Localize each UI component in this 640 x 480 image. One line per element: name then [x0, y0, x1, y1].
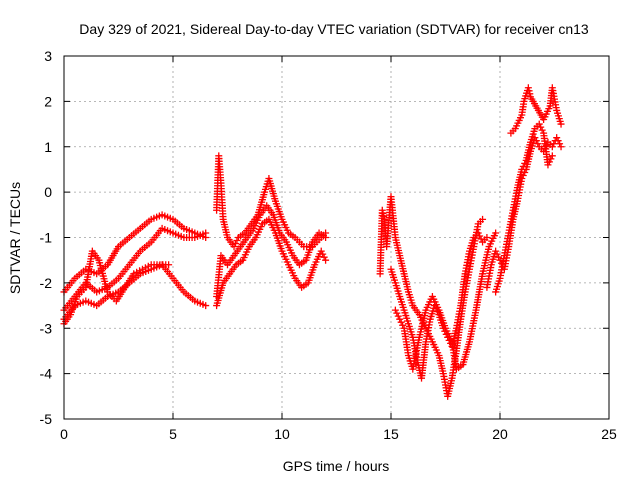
data-point-s10 [543, 141, 551, 149]
data-point-s9 [397, 318, 405, 326]
y-tick-label: 2 [44, 93, 52, 109]
data-point-s7 [378, 206, 386, 214]
axis-ticks: 0 5 10 15 20 25 -5 -4 -3 -2 -1 0 1 2 3 [40, 48, 617, 442]
data-point-s6 [319, 250, 327, 258]
data-point-s8 [483, 234, 491, 241]
data-marks [60, 84, 565, 400]
data-point-s12 [557, 120, 565, 128]
data-point-s9 [396, 315, 404, 323]
data-point-s8 [477, 235, 485, 243]
y-tick-label: 1 [44, 139, 52, 155]
data-point-s10 [556, 140, 564, 148]
data-point-s7 [479, 215, 487, 223]
data-point-s10 [492, 247, 500, 255]
x-tick-label: 10 [274, 426, 290, 442]
x-tick-label: 0 [60, 426, 68, 442]
data-point-s9 [393, 309, 401, 317]
grid-lines [64, 56, 609, 419]
data-point-s1 [202, 229, 210, 237]
data-point-s6 [320, 253, 328, 261]
y-axis-label: SDTVAR / TECUs [7, 182, 23, 294]
y-tick-label: -3 [40, 320, 53, 336]
data-point-s8 [476, 232, 484, 240]
data-point-s11 [545, 158, 553, 166]
x-axis-label: GPS time / hours [283, 458, 390, 474]
data-point-s3 [165, 261, 173, 269]
data-point-s11 [547, 155, 555, 163]
y-tick-label: -4 [40, 366, 53, 382]
x-tick-label: 20 [492, 426, 508, 442]
data-point-s11 [544, 161, 552, 169]
data-point-s4 [230, 243, 238, 251]
y-tick-label: 3 [44, 48, 52, 64]
data-point-s5 [322, 234, 330, 241]
data-point-s10 [553, 134, 561, 142]
data-point-s10 [493, 250, 501, 258]
y-tick-label: 0 [44, 184, 52, 200]
data-point-s10 [554, 137, 562, 145]
data-point-s11 [521, 159, 529, 167]
y-tick-label: -2 [40, 275, 53, 291]
data-point-s9 [391, 306, 399, 314]
data-point-s7 [379, 209, 387, 217]
x-tick-label: 15 [383, 426, 399, 442]
data-point-s12 [524, 84, 532, 92]
y-tick-label: -5 [40, 411, 53, 427]
data-point-s11 [537, 123, 545, 131]
data-point-s10 [532, 137, 540, 145]
data-point-s9 [492, 229, 500, 237]
data-point-s8 [474, 229, 482, 237]
data-point-s6 [322, 256, 330, 264]
y-tick-label: -1 [40, 230, 53, 246]
chart-title: Day 329 of 2021, Sidereal Day-to-day VTE… [79, 21, 589, 37]
data-point-s11 [518, 165, 526, 173]
x-tick-label: 5 [169, 426, 177, 442]
data-point-s11 [538, 126, 546, 134]
data-point-s10 [548, 143, 556, 151]
data-point-s9 [399, 321, 407, 329]
data-point-s2 [202, 302, 210, 310]
data-point-s12 [526, 90, 534, 98]
x-tick-label: 25 [601, 426, 617, 442]
data-point-s10 [534, 140, 542, 148]
data-point-s10 [557, 143, 565, 151]
data-point-s12 [525, 87, 533, 95]
data-point-s4 [233, 237, 241, 245]
data-point-s11 [519, 162, 527, 170]
data-point-s11 [548, 152, 556, 160]
data-point-s4 [231, 240, 239, 248]
data-point-s10 [495, 253, 503, 261]
data-point-s7 [380, 212, 388, 220]
data-point-s10 [496, 256, 504, 264]
data-point-s11 [535, 120, 543, 128]
data-point-s6 [317, 247, 325, 255]
data-point-s9 [394, 312, 402, 320]
